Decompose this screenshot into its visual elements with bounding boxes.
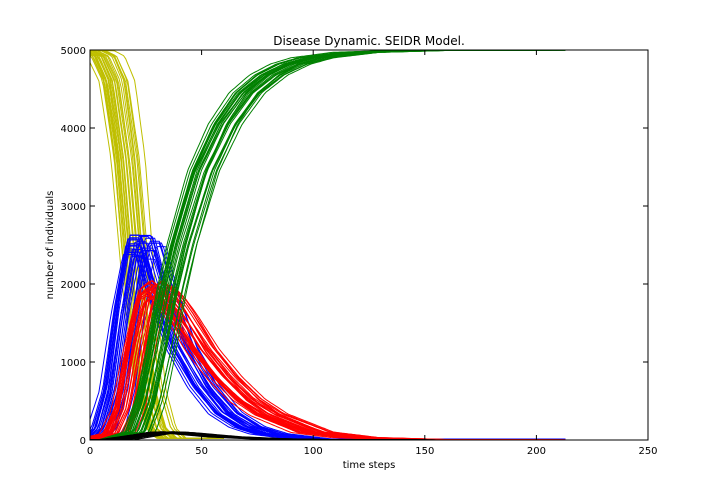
plot-frame bbox=[89, 49, 649, 441]
x-axis-label: time steps bbox=[343, 460, 396, 471]
x-tick-label: 50 bbox=[195, 446, 208, 457]
y-tick-label: 4000 bbox=[61, 124, 86, 135]
x-tick-label: 250 bbox=[638, 446, 657, 457]
x-tick-label: 200 bbox=[527, 446, 546, 457]
x-tick-label: 100 bbox=[304, 446, 323, 457]
y-axis-label: number of individuals bbox=[45, 191, 56, 300]
chart-title: Disease Dynamic. SEIDR Model. bbox=[273, 34, 465, 48]
y-tick-label: 2000 bbox=[61, 280, 86, 291]
y-tick-label: 0 bbox=[80, 436, 86, 447]
y-tick-label: 1000 bbox=[61, 358, 86, 369]
y-tick-label: 3000 bbox=[61, 202, 86, 213]
axis-ticks: 0 50 100 150 200 250 0 1000 2000 3000 4000 5000 bbox=[61, 46, 658, 457]
x-tick-label: 150 bbox=[415, 446, 434, 457]
x-tick-label: 0 bbox=[87, 446, 93, 457]
y-tick-label: 5000 bbox=[61, 46, 86, 57]
